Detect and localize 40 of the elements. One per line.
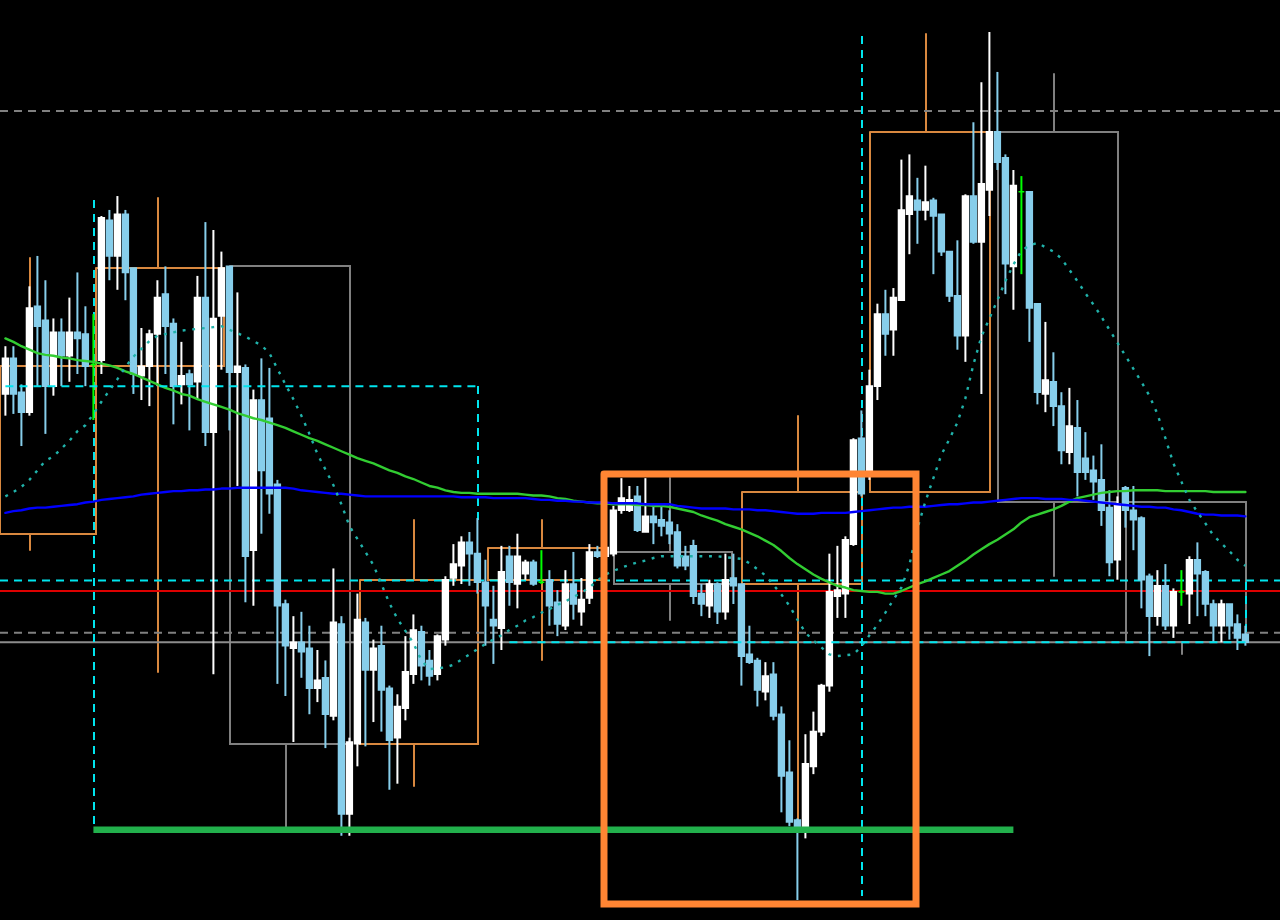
candlestick xyxy=(361,616,370,748)
candlestick xyxy=(921,164,930,222)
candlestick xyxy=(529,558,538,587)
candlestick xyxy=(521,558,530,581)
candlestick xyxy=(369,638,378,724)
candlestick xyxy=(513,532,522,610)
candlestick xyxy=(929,196,938,276)
candlestick xyxy=(913,176,922,245)
candlestick xyxy=(505,544,514,607)
candlestick xyxy=(713,581,722,625)
candlestick xyxy=(1041,320,1050,414)
candlestick xyxy=(753,656,762,708)
candlestick xyxy=(641,477,650,533)
candlestick xyxy=(417,624,426,682)
candlestick xyxy=(137,326,146,402)
candlestick xyxy=(153,279,162,388)
candlestick xyxy=(1073,399,1082,498)
candlestick xyxy=(177,340,186,406)
candlestick xyxy=(1,345,10,417)
candlestick xyxy=(65,296,74,383)
candlestick xyxy=(105,208,114,282)
candlestick xyxy=(881,288,890,357)
candlestick xyxy=(185,368,194,432)
candlestick xyxy=(113,195,122,291)
candlestick xyxy=(457,535,466,586)
candlestick xyxy=(649,504,658,546)
candlestick xyxy=(705,578,714,619)
candlestick xyxy=(57,317,66,388)
candlestick xyxy=(489,584,498,665)
candlestick xyxy=(761,661,770,702)
candlestick xyxy=(657,504,666,538)
candlestick xyxy=(673,523,682,570)
candlestick xyxy=(1065,386,1074,466)
candlestick xyxy=(569,550,578,621)
candlestick xyxy=(969,121,978,245)
candlestick xyxy=(561,569,570,632)
candlestick xyxy=(721,552,730,621)
candlestick xyxy=(953,239,962,351)
candlestick xyxy=(585,543,594,606)
candlestick xyxy=(81,305,90,388)
